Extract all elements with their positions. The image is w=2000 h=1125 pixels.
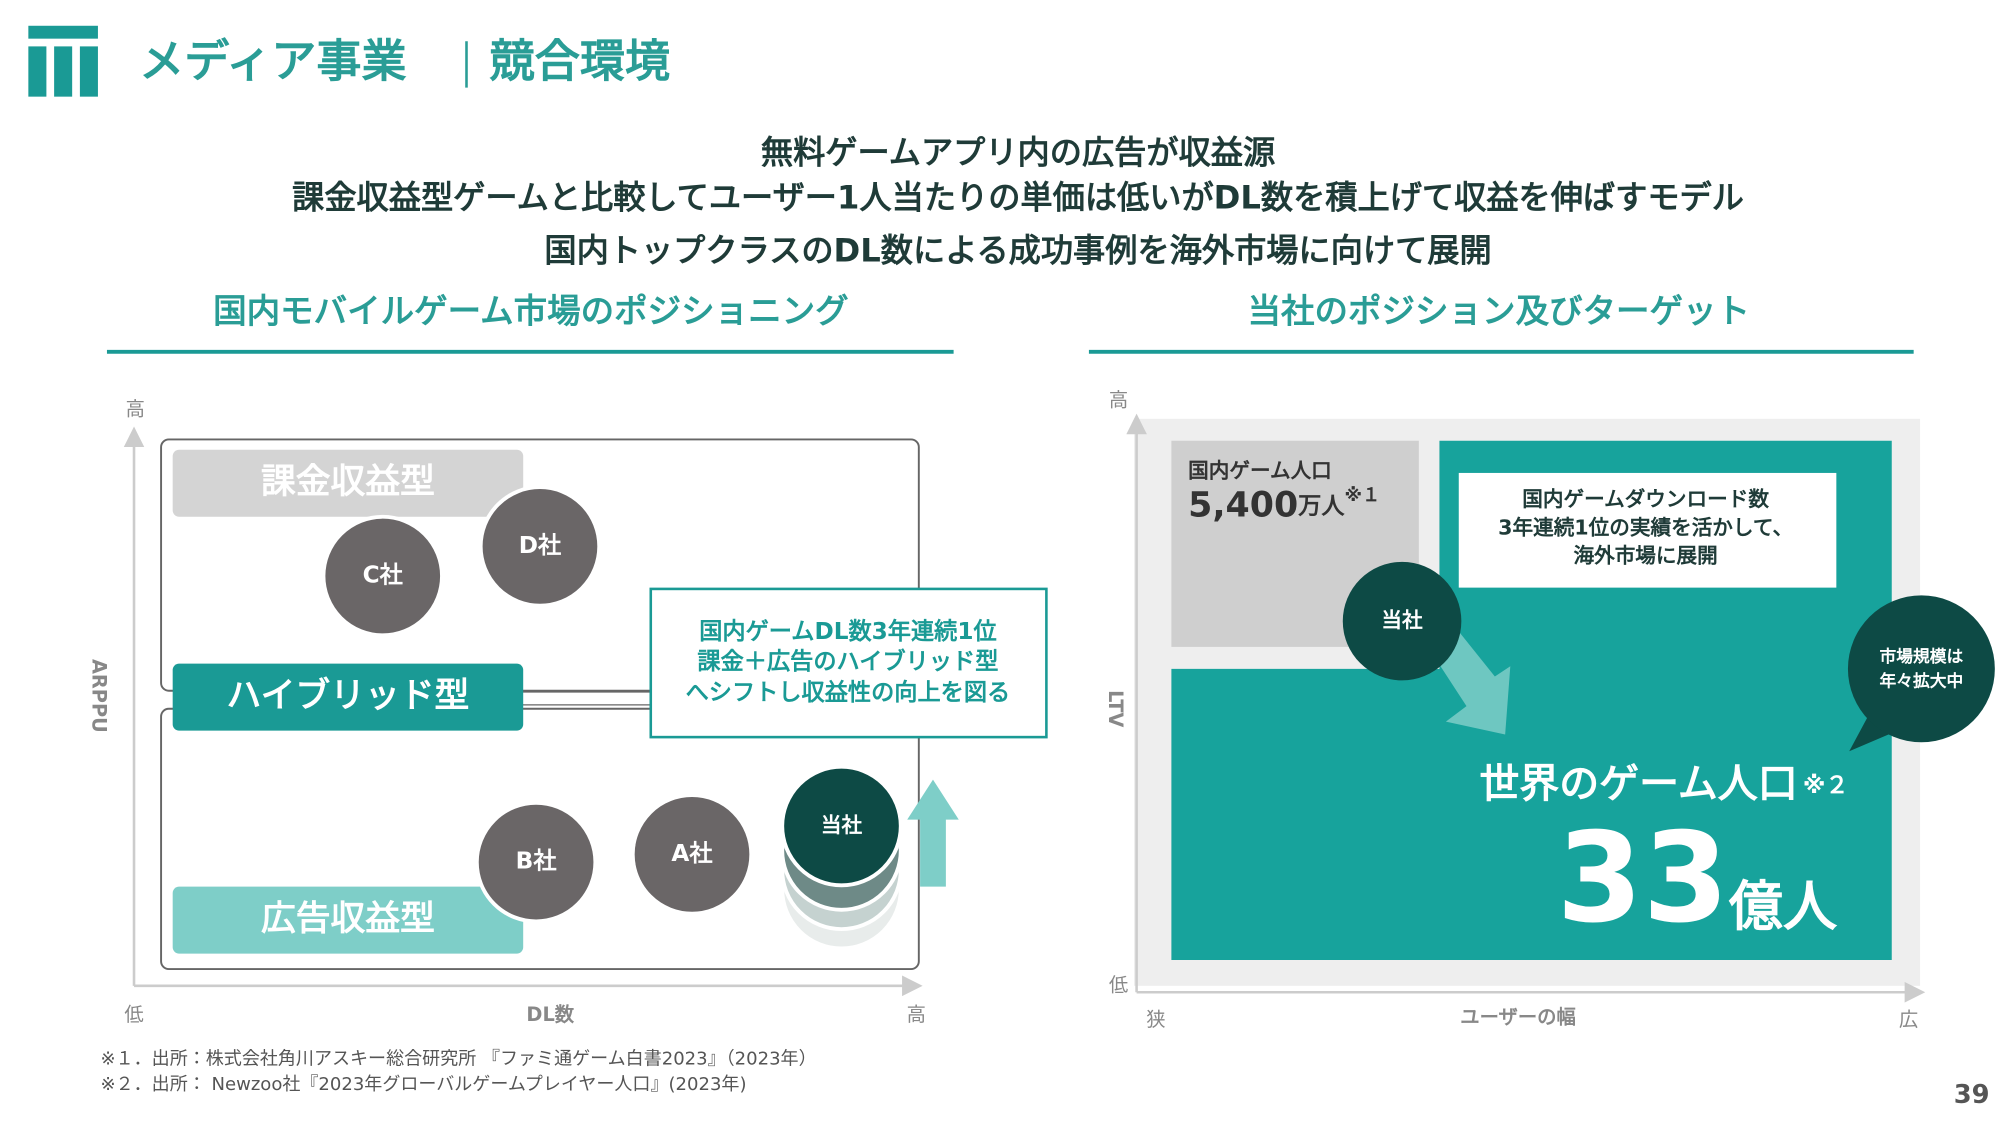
world-label: 世界のゲーム人口 [1479, 761, 1797, 807]
company-label: 当社 [1381, 608, 1423, 632]
logo [28, 25, 98, 97]
company-circle [780, 764, 903, 888]
axis-label: 低 [124, 1003, 143, 1026]
callout-text: へシフトし収益性の向上を図る [686, 679, 1011, 706]
callout-box [1458, 472, 1837, 588]
category-label: ハイブリッド型 [227, 675, 470, 716]
axis-label: 狭 [1146, 1008, 1165, 1031]
section-title: 当社のポジション及びターゲット [1247, 292, 1750, 331]
footnote: ※１．出所：株式会社角川アスキー総合研究所 『ファミ通ゲーム白書2023』（20… [101, 1048, 817, 1069]
page-number: 39 [1954, 1080, 1990, 1110]
company-circle [630, 793, 754, 916]
callout-box [649, 587, 1048, 739]
axis-label: LTV [1104, 690, 1127, 727]
header-title: メディア事業 [139, 34, 406, 87]
company-label: C社 [363, 562, 403, 589]
headline: 課金収益型ゲームと比較してユーザー1人当たりの単価は低いがDL数を積上げて収益を… [292, 179, 1744, 217]
headline: 国内トップクラスのDL数による成功事例を海外市場に向けて展開 [544, 232, 1491, 270]
company-circle [1342, 561, 1462, 681]
company-circle [478, 485, 602, 608]
headline: 無料ゲームアプリ内の広告が収益源 [761, 134, 1275, 172]
bubble-text: 市場規模は [1880, 646, 1964, 666]
world-label-line: 世界のゲーム人口 ※２ [1479, 761, 1848, 807]
world-value-line: 33億人 [1557, 806, 1838, 950]
domestic-note: ※１ [1345, 485, 1381, 506]
category-label: 課金収益型 [261, 462, 435, 502]
category-box [172, 449, 524, 517]
category-box [172, 663, 524, 731]
domestic-value-line: 5,400万人※１ [1188, 485, 1380, 525]
world-value: 33 [1557, 806, 1729, 950]
axis-label: 低 [1109, 973, 1128, 996]
axis-label: 広 [1899, 1008, 1918, 1031]
world-unit: 億人 [1728, 874, 1838, 937]
callout-text: 海外市場に展開 [1573, 544, 1717, 568]
category-label: 広告収益型 [261, 899, 435, 939]
bubble-text: 年々拡大中 [1880, 671, 1964, 691]
domestic-value: 5,400 [1188, 485, 1298, 525]
domestic-unit: 万人 [1298, 492, 1345, 519]
axis-label: DL数 [526, 1003, 574, 1026]
region-box [160, 707, 920, 971]
company-circle [474, 800, 598, 924]
company-label: B社 [516, 848, 557, 875]
category-box [172, 886, 524, 954]
callout-text: 国内ゲームDL数3年連続1位 [699, 618, 996, 645]
header-subtitle: 競合環境 [489, 34, 670, 87]
company-label: A社 [671, 840, 712, 867]
move-arrow [1430, 631, 1511, 735]
bubble [1847, 595, 1995, 743]
axis-label: 高 [126, 397, 145, 420]
callout-text: 3年連続1位の実績を活かして、 [1498, 515, 1793, 539]
section-title: 国内モバイルゲーム市場のポジショニング [213, 292, 848, 331]
footnote: ※２．出所： Newzoo社『2023年グローバルゲームプレイヤー人口』(202… [101, 1074, 747, 1095]
axis-label: ARPPU [87, 659, 110, 733]
axis-label: 高 [1109, 388, 1128, 411]
bubble-tail [1849, 715, 1895, 752]
company-label: 当社 [821, 813, 863, 837]
world-note: ※２ [1803, 772, 1849, 799]
callout-text: 課金＋広告のハイブリッド型 [697, 648, 998, 675]
region-box [160, 438, 920, 692]
domestic-label: 国内ゲーム人口 [1188, 459, 1332, 483]
callout-text: 国内ゲームダウンロード数 [1522, 487, 1769, 511]
company-circle [321, 514, 444, 638]
up-arrow [907, 779, 959, 887]
axis-label: 高 [907, 1003, 926, 1026]
company-label: D社 [519, 532, 561, 559]
axis-label: ユーザーの幅 [1460, 1006, 1576, 1029]
